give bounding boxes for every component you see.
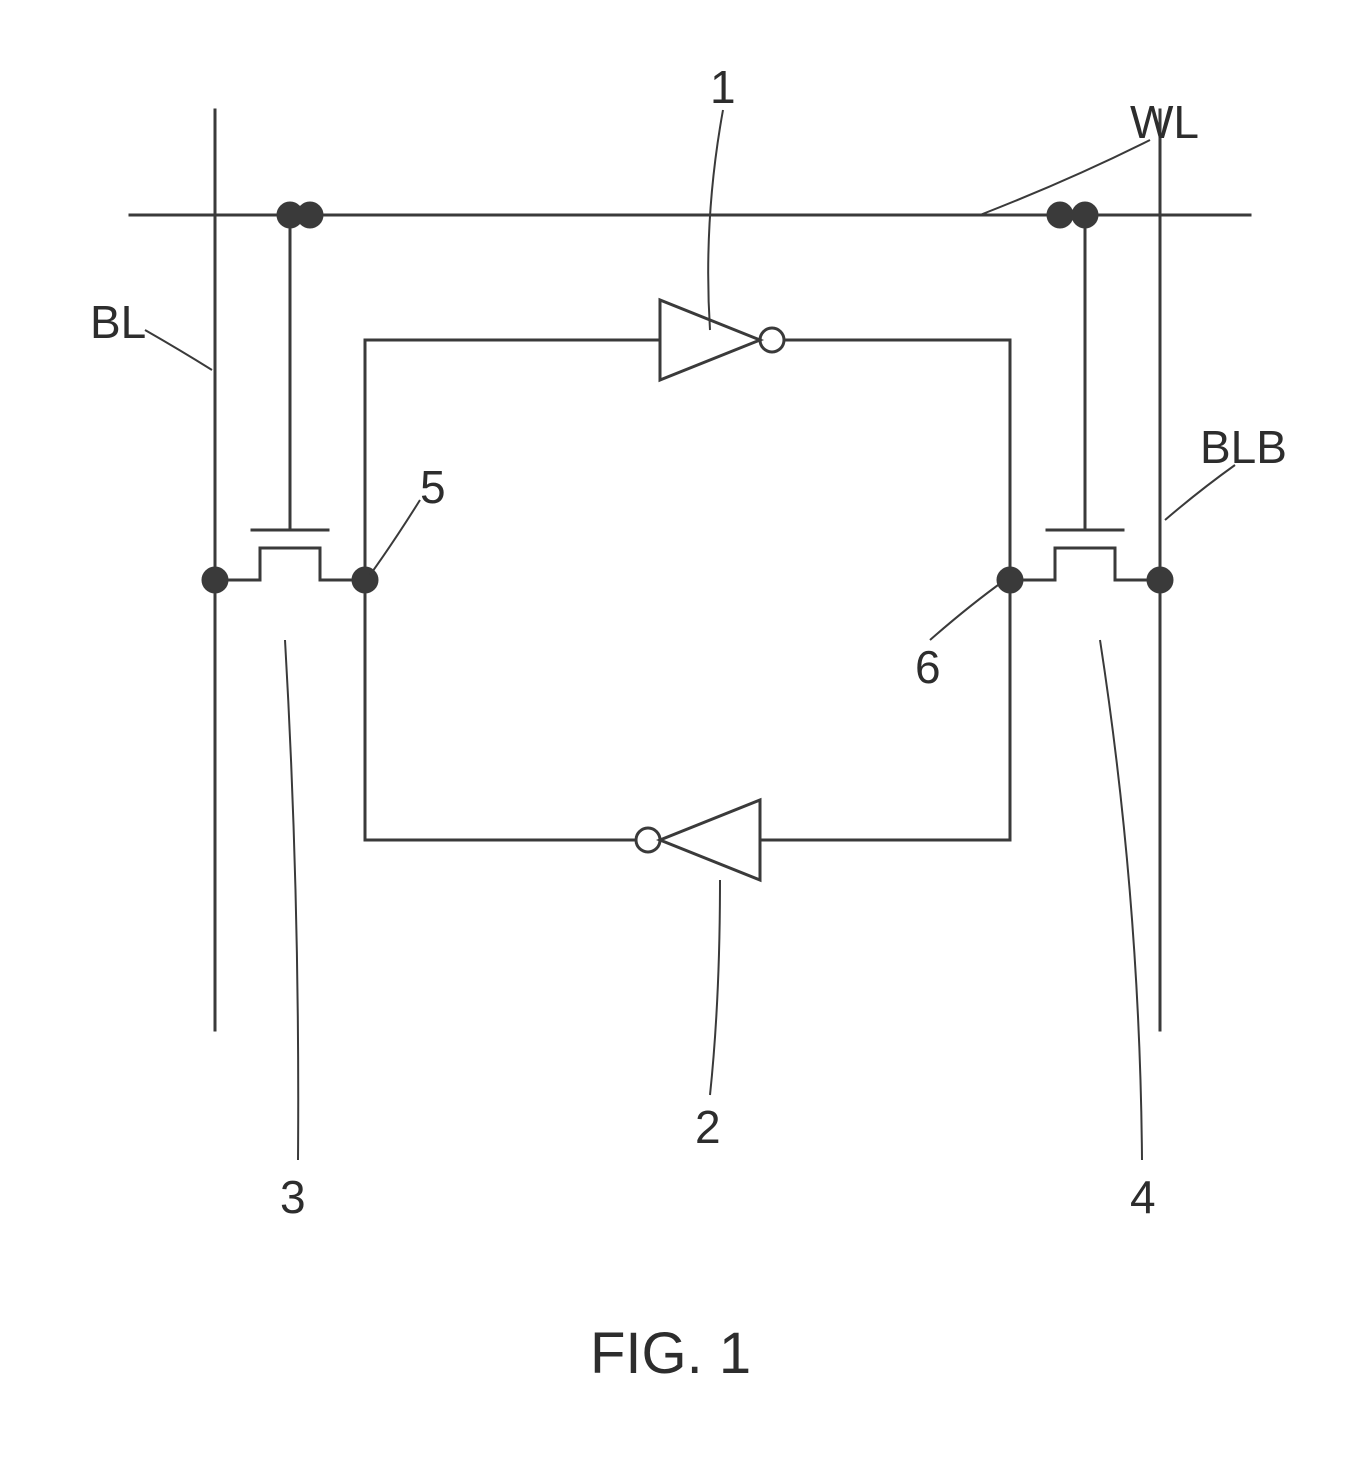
label-4: 4 — [1130, 1170, 1156, 1224]
label-1: 1 — [710, 60, 736, 114]
schematic-svg — [0, 0, 1356, 1465]
label-5: 5 — [420, 460, 446, 514]
label-6: 6 — [915, 640, 941, 694]
diagram-canvas: BL BLB WL 1 2 3 4 5 6 FIG. 1 — [0, 0, 1356, 1465]
label-2: 2 — [695, 1100, 721, 1154]
label-WL: WL — [1130, 95, 1199, 149]
label-BL: BL — [90, 295, 146, 349]
label-3: 3 — [280, 1170, 306, 1224]
figure-caption: FIG. 1 — [590, 1320, 751, 1387]
label-BLB: BLB — [1200, 420, 1287, 474]
